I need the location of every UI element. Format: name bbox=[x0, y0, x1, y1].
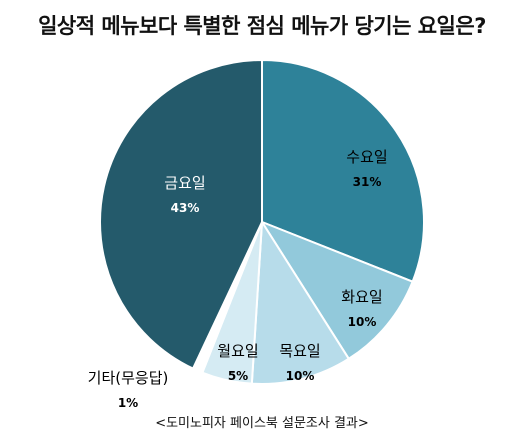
pie-slice bbox=[259, 219, 414, 361]
slice-value-label: 5% bbox=[228, 369, 248, 383]
pie-slice bbox=[261, 58, 425, 283]
slice-value-label: 10% bbox=[348, 315, 377, 329]
slice-label: 월요일 bbox=[217, 342, 258, 360]
slice-label: 목요일 bbox=[279, 342, 320, 360]
slice-value-label: 10% bbox=[286, 369, 315, 383]
slice-label: 기타(무응답) bbox=[88, 369, 169, 387]
slice-value-label: 43% bbox=[171, 201, 200, 215]
pie-labels: 수요일 31% 화요일 10% 목요일 10% 월요일 5% 기타(무응답) 1% 금요일 43% bbox=[88, 148, 388, 410]
slice-value-label: 31% bbox=[353, 175, 382, 189]
pie-slices bbox=[99, 58, 425, 385]
slice-label: 화요일 bbox=[341, 288, 382, 306]
chart-title: 일상적 메뉴보다 특별한 점심 메뉴가 당기는 요일은? bbox=[38, 14, 486, 38]
slice-value-label: 1% bbox=[118, 396, 138, 410]
slice-label: 금요일 bbox=[164, 174, 205, 192]
pie-slice bbox=[99, 58, 263, 370]
slice-label: 수요일 bbox=[346, 148, 387, 166]
source-note: <도미노피자 페이스북 설문조사 결과> bbox=[155, 416, 369, 431]
pie-slice bbox=[250, 218, 351, 385]
